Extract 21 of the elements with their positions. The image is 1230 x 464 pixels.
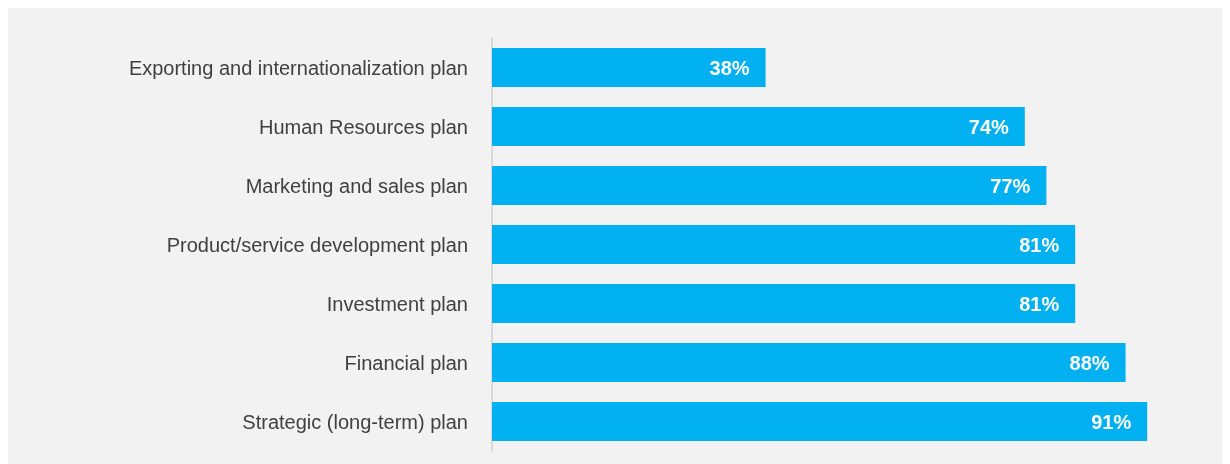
y-tick-label: Marketing and sales plan [245,174,468,197]
data-label: 38% [709,56,750,79]
y-tick-label: Strategic (long-term) plan [242,410,468,433]
data-label: 77% [990,174,1031,197]
data-label: 81% [1019,233,1060,256]
data-label: 88% [1069,351,1110,374]
y-tick-label: Product/service development plan [166,233,468,256]
bar [492,48,766,87]
y-tick-label: Exporting and internationalization plan [128,56,468,79]
bar [492,166,1047,205]
y-tick-label: Human Resources plan [259,115,468,138]
bar [492,343,1126,382]
data-label: 74% [968,115,1010,138]
y-tick-label: Investment plan [326,292,468,315]
bar [492,284,1076,323]
bar [492,107,1025,146]
y-tick-label: Financial plan [344,351,468,374]
bar [492,225,1076,264]
bar [492,402,1148,441]
data-label: 81% [1019,292,1060,315]
data-label: 91% [1091,410,1132,433]
